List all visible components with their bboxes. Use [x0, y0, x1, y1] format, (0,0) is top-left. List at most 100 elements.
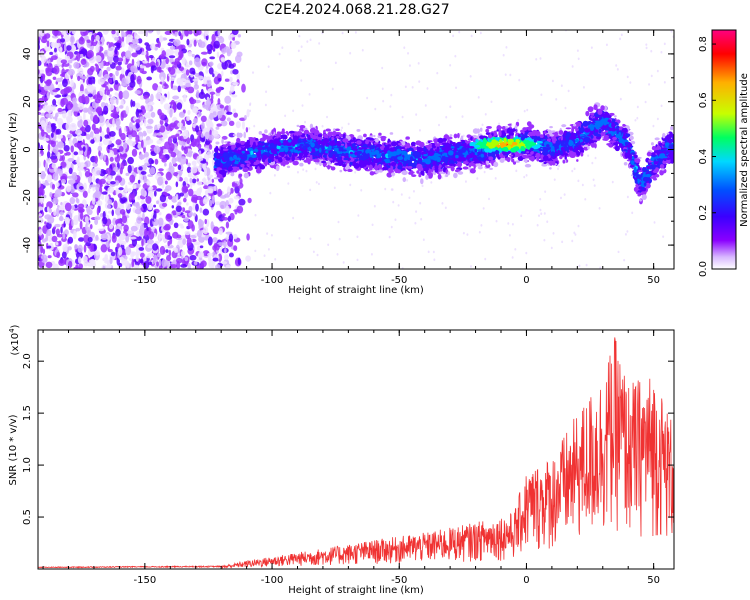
spectrogram-cell: [567, 89, 570, 93]
spectrogram-cell: [130, 99, 134, 108]
spectrogram-cell: [477, 96, 480, 99]
spectrogram-cell: [619, 97, 622, 101]
spectrogram-cell: [48, 208, 52, 213]
spectrogram-cell: [265, 90, 268, 94]
spectrogram-cell: [89, 65, 95, 72]
spectrogram-cell: [94, 63, 98, 67]
spectrogram-cell: [121, 41, 125, 48]
spectrogram-cell: [154, 158, 159, 165]
spectrogram-cell: [629, 81, 632, 84]
spectrogram-cell: [374, 107, 377, 111]
spectrogram-cell: [464, 180, 467, 183]
spectrogram-cell: [654, 137, 660, 141]
spectrogram-cell: [75, 264, 79, 269]
spectrogram-cell: [94, 218, 99, 226]
spectrogram-cell: [238, 198, 246, 206]
spectrogram-cell: [193, 117, 198, 124]
spectrogram-cell: [160, 63, 166, 69]
spectrogram-cell: [107, 210, 112, 214]
spectrogram-cell: [342, 261, 345, 264]
spectrogram-cell: [44, 45, 51, 52]
spectrogram-cell: [426, 87, 429, 90]
spectrogram-cell: [169, 122, 177, 128]
spectrogram-cell: [159, 95, 167, 103]
spectrogram-cell: [104, 260, 110, 264]
spectrogram-cell: [40, 129, 45, 137]
spectrogram-cell: [391, 172, 396, 176]
spectrogram-cell: [116, 31, 120, 37]
spectrogram-cell: [118, 187, 124, 191]
spectrogram-cell: [187, 220, 194, 229]
spectrogram-cell: [571, 65, 574, 68]
spectrogram-cell: [83, 259, 89, 267]
spectrogram-cell: [85, 223, 88, 231]
spectrogram-cell: [354, 31, 357, 34]
spectrogram-cell: [40, 245, 44, 254]
spectrogram-cell: [156, 134, 164, 138]
spectrogram-cell: [136, 231, 141, 238]
spectrogram-cell: [195, 203, 199, 212]
spectrogram-cell: [98, 73, 102, 78]
spectrogram-cell: [55, 228, 60, 236]
spectrogram-cell: [145, 125, 153, 129]
spectrogram-cell: [69, 197, 76, 205]
spectrogram-cell: [561, 124, 567, 128]
spectrogram-cell: [146, 76, 153, 81]
spectrogram-cell: [241, 120, 245, 130]
spectrogram-cell: [197, 218, 203, 228]
spectrogram-cell: [100, 233, 108, 241]
spectrogram-cell: [174, 249, 178, 253]
spectrogram-cell: [160, 76, 164, 83]
spectrogram-cell: [111, 234, 117, 243]
spectrogram-cell: [80, 58, 87, 65]
spectrogram-cell: [140, 170, 147, 175]
spectrogram-cell: [65, 86, 73, 93]
spectrogram-cell: [153, 204, 157, 208]
spectrogram-cell: [213, 185, 217, 192]
spectrogram-cell: [213, 190, 218, 196]
spectrogram-cell: [144, 228, 148, 238]
spectrogram-cell: [71, 57, 75, 62]
spectrogram-cell: [50, 132, 54, 138]
spectrogram-cell: [207, 236, 213, 246]
spectrogram-cell: [60, 38, 66, 43]
spectrogram-cell: [308, 93, 311, 96]
spectrogram-cell: [90, 139, 95, 144]
spectrogram-cell: [121, 258, 128, 266]
spectrogram-cell: [116, 256, 120, 266]
spectrogram-cell: [164, 180, 168, 185]
spectrogram-cell: [470, 34, 473, 38]
spectrogram-cell: [561, 240, 564, 244]
spectrogram-cell: [85, 133, 91, 140]
spectrogram-cell: [129, 257, 133, 261]
spectrogram-cell: [312, 250, 315, 254]
spectrogram-cell: [49, 51, 54, 55]
spectrogram-cell: [56, 117, 64, 125]
spectrogram-cell: [397, 204, 400, 207]
spectrogram-cell: [178, 169, 183, 176]
spectrogram-cell: [75, 129, 83, 136]
spectrogram-cell: [394, 218, 397, 222]
spectrogram-cell: [208, 174, 214, 179]
spectrogram-cell: [341, 31, 344, 35]
spectrogram-cell: [411, 86, 414, 89]
spectrogram-cell: [57, 107, 63, 113]
spectrogram-cell: [45, 113, 52, 118]
spectrogram-cell: [103, 176, 107, 180]
spectrogram-cell: [95, 234, 99, 241]
spectrogram-cell: [237, 132, 243, 138]
spectrogram-cell: [511, 222, 514, 226]
spectrogram-cell: [286, 165, 291, 169]
spectrogram-cell: [186, 202, 189, 206]
spectrogram-cell: [212, 237, 218, 243]
spectrogram-cell: [69, 103, 74, 108]
spectrogram-cell: [645, 46, 648, 50]
spectrogram-cell: [156, 253, 162, 258]
spectrogram-cell: [505, 46, 508, 49]
spectrogram-cell: [325, 128, 331, 132]
spectrogram-cell: [178, 111, 185, 118]
spectrogram-cell: [184, 230, 191, 236]
spectrogram-cell: [122, 55, 126, 65]
spectrogram-cell: [66, 133, 73, 139]
spectrogram-cell: [539, 197, 542, 201]
